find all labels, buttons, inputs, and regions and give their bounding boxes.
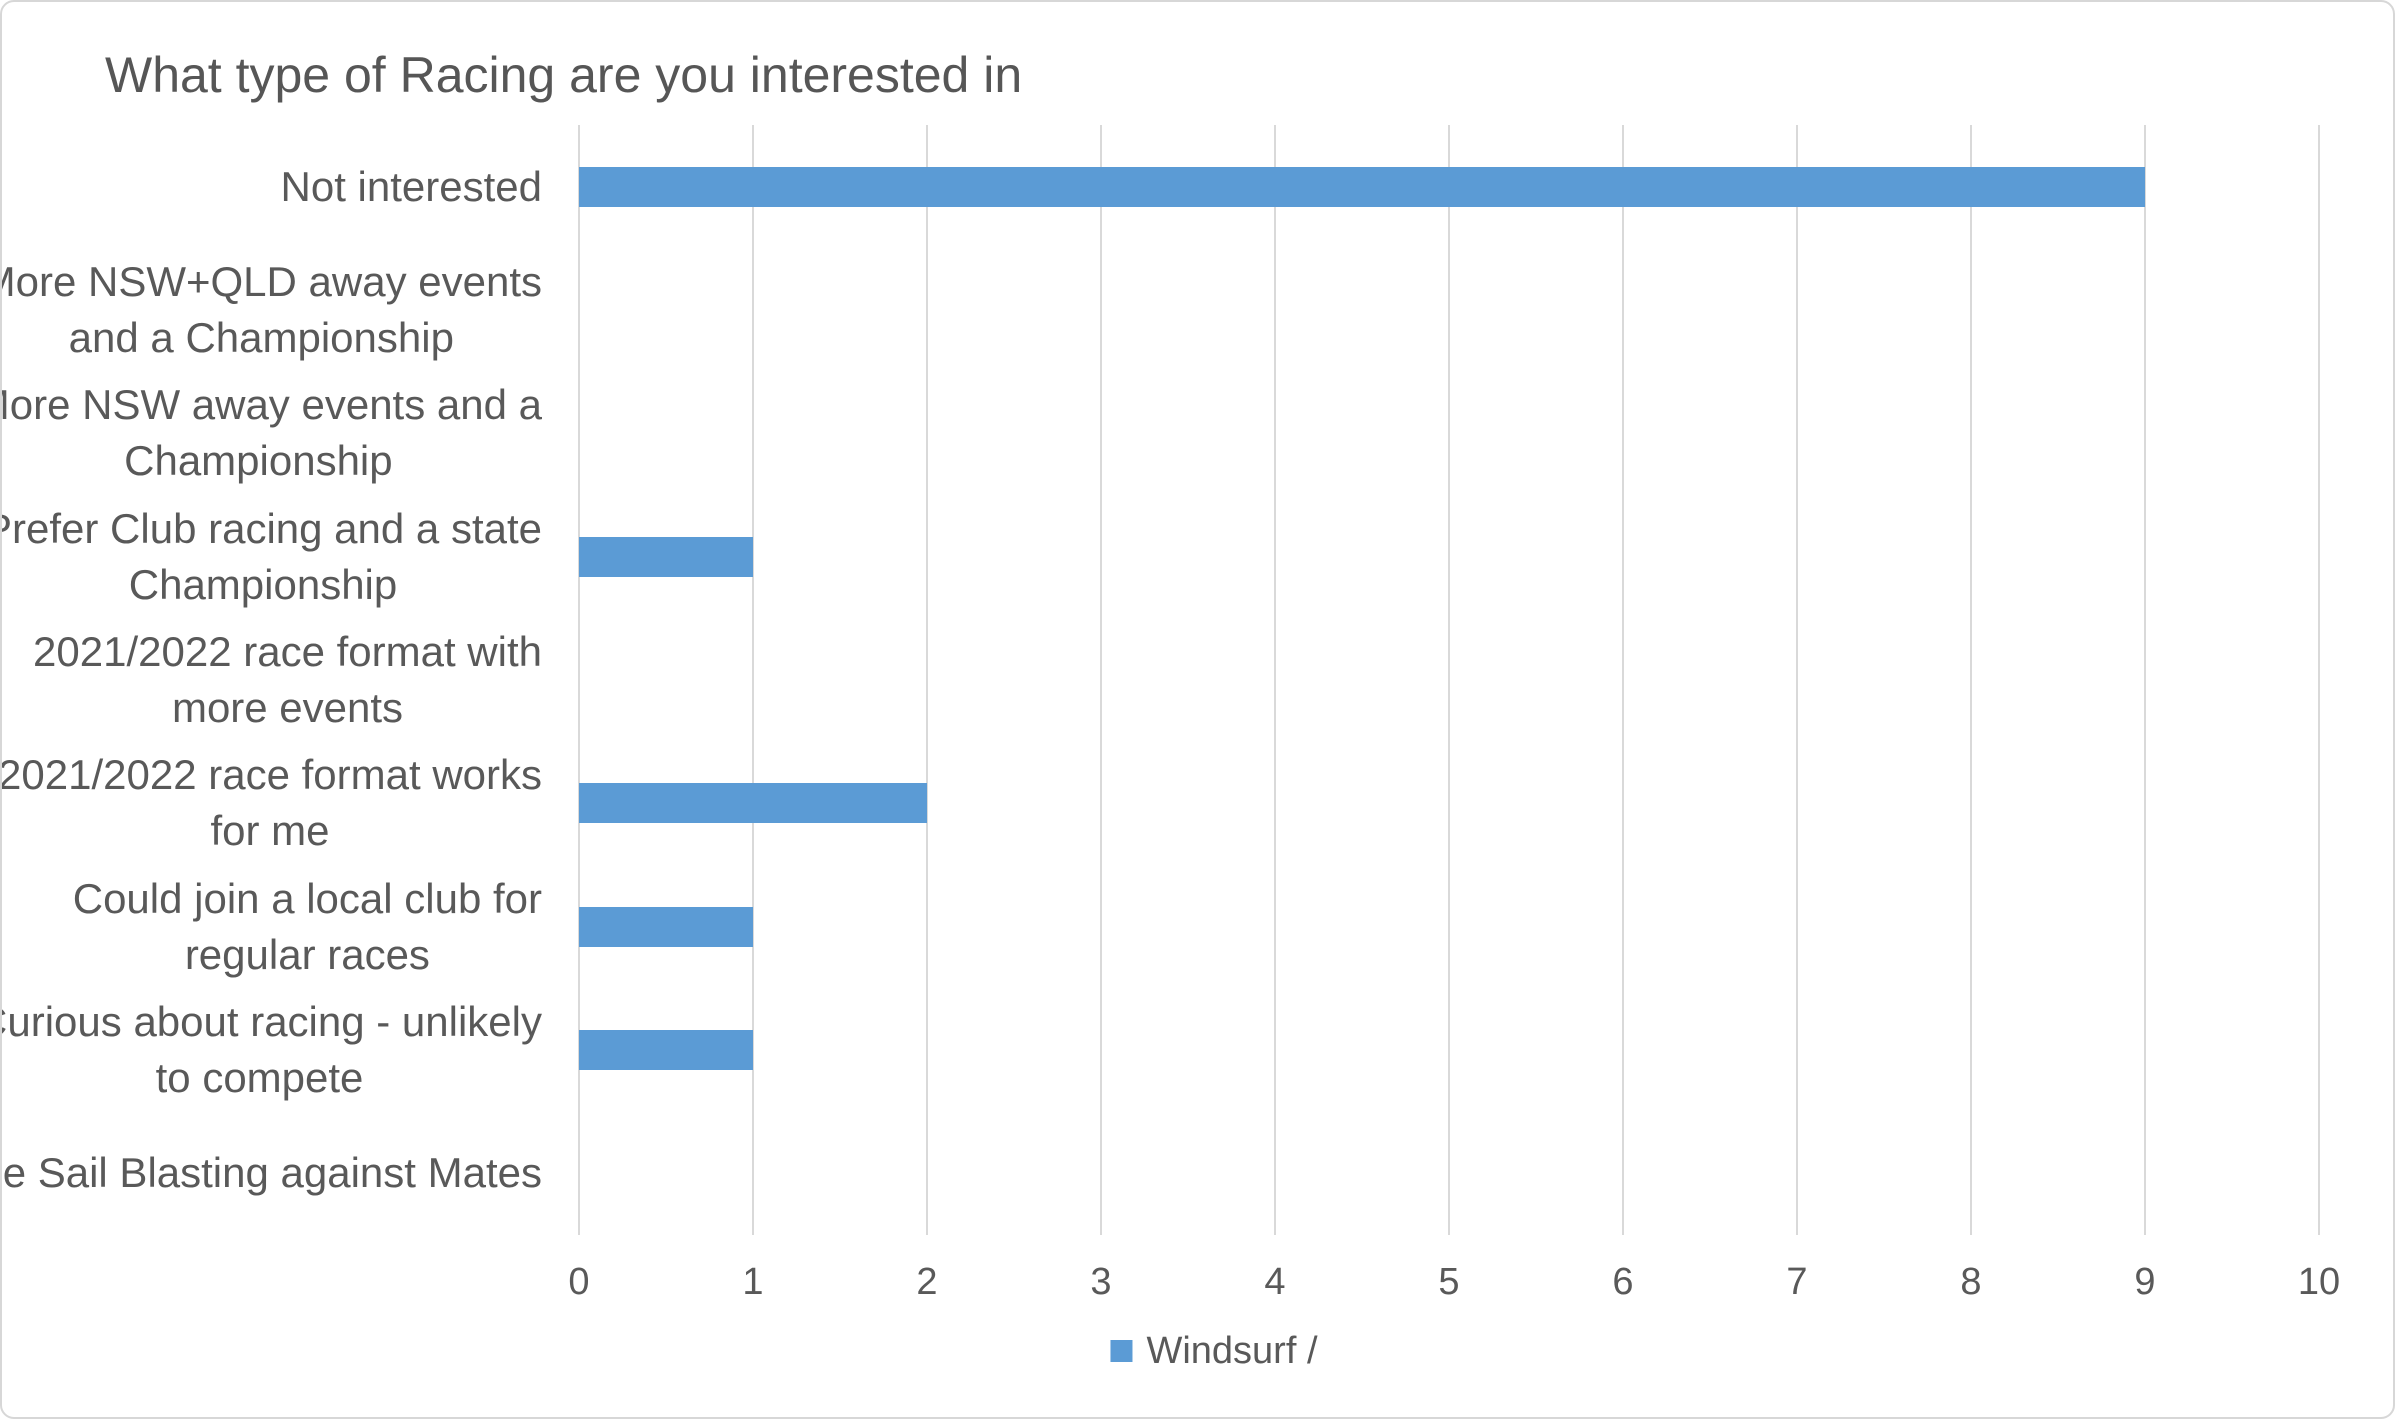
gridline [2318,125,2320,1235]
category-label-row: More NSW away events and a Championship [2,372,542,495]
x-tick-label: 3 [1090,1261,1112,1303]
gridline [1622,125,1624,1235]
gridline [926,125,928,1235]
bar [579,166,2145,207]
category-label: 2021/2022 race format with more events [33,627,542,731]
gridline [1970,125,1972,1235]
category-label-row: 2021/2022 race format with more events [2,618,542,741]
category-label: Prefer Club racing and a state Champions… [2,504,542,608]
category-label-row: Not interested [2,125,542,248]
gridline [1274,125,1276,1235]
category-label-row: Prefer Club racing and a state Champions… [2,495,542,618]
x-tick-label: 9 [2134,1261,2156,1303]
category-label: More NSW+QLD away events and a Champions… [2,257,542,361]
x-tick-label: 10 [2297,1261,2341,1303]
bar [579,906,753,947]
gridline [578,125,580,1235]
category-label: Not interested [280,162,542,210]
category-label-row: Could join a local club for regular race… [2,865,542,988]
bar [579,1030,753,1070]
category-label: Curious about racing - unlikely to compe… [2,997,542,1101]
x-tick-label: 0 [568,1261,590,1303]
x-tick-label: 6 [1612,1261,1634,1303]
category-label-row: Free Sail Blasting against Mates [2,1112,542,1235]
x-tick-label: 2 [916,1261,938,1303]
legend-label: Windsurf / [1146,1330,1318,1372]
x-tick-label: 8 [1960,1261,1982,1303]
gridline [1100,125,1102,1235]
x-tick-label: 1 [742,1261,764,1303]
x-tick-label: 5 [1438,1261,1460,1303]
category-label: More NSW away events and a Championship [2,381,542,485]
category-label: 2021/2022 race format works for me [0,751,542,855]
x-tick-label: 7 [1786,1261,1808,1303]
category-label: Free Sail Blasting against Mates [2,1149,542,1197]
gridline [1796,125,1798,1235]
x-tick-label: 4 [1264,1261,1286,1303]
bar [579,783,927,824]
category-label-row: More NSW+QLD away events and a Champions… [2,248,542,371]
category-label-row: 2021/2022 race format works for me [0,742,542,865]
legend: Windsurf / [1110,1329,1318,1373]
gridline [1448,125,1450,1235]
plot-area [578,125,2320,1235]
bar [579,536,753,577]
category-label: Could join a local club for regular race… [72,874,542,978]
chart-title: What type of Racing are you interested i… [105,47,1023,103]
gridline [752,125,754,1235]
gridline [2144,125,2146,1235]
category-label-row: Curious about racing - unlikely to compe… [2,988,542,1111]
legend-swatch-icon [1110,1340,1133,1362]
